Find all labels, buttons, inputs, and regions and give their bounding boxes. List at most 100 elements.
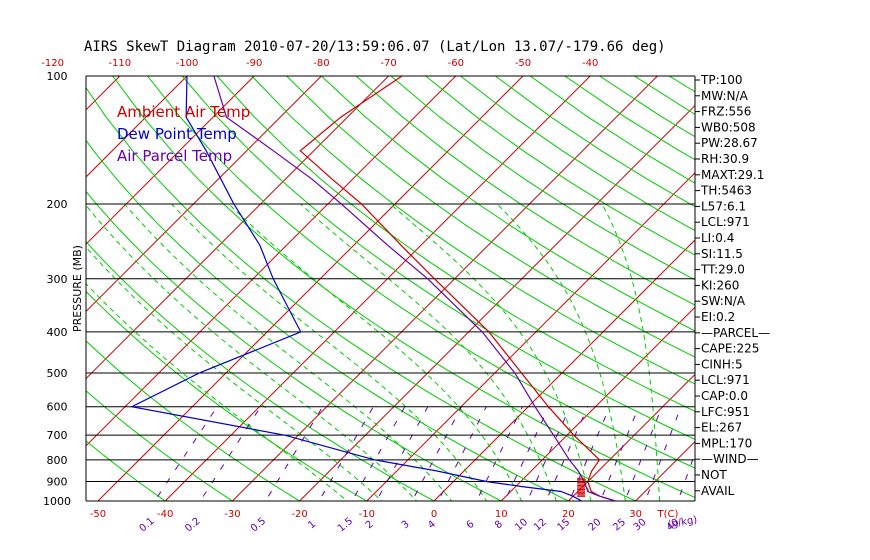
top-temp-tick: -50 [515, 58, 531, 69]
mixing-ratio-line [526, 406, 571, 501]
mixing-ratio-line [375, 406, 429, 501]
index-item: —WIND— [701, 452, 759, 466]
index-item: CAPE:225 [701, 342, 759, 356]
index-item: MW:N/A [701, 89, 749, 103]
isobar-lines [85, 75, 696, 502]
index-item: WB0:508 [701, 120, 756, 134]
moist-adiabat-line [86, 246, 383, 501]
isotherm-line [86, 76, 457, 447]
top-temp-tick: -110 [108, 58, 131, 69]
top-temp-tick: -90 [246, 58, 262, 69]
mixing-ratio-line [644, 406, 682, 501]
dry-adiabat-line [355, 76, 695, 306]
mixing-ratio-line [437, 406, 487, 501]
isotherm-line [366, 172, 695, 501]
wind-profile [577, 477, 586, 497]
pressure-tick-label: 400 [47, 326, 68, 339]
dry-adiabat-line [147, 76, 695, 469]
mixing-ratio-line [476, 406, 523, 501]
dewpoint-temp-line [129, 76, 583, 501]
dry-adiabat-line [86, 440, 167, 501]
mixing-ratio-label: 1.5 [336, 516, 355, 535]
mixing-ratio-label: 25 [611, 517, 628, 534]
mixing-ratio-label: 0.1 [137, 516, 156, 535]
x-axis-label: T(C) [657, 509, 679, 520]
legend-ambient: Ambient Air Temp [117, 103, 250, 121]
dry-adiabat-line [286, 76, 695, 358]
bottom-temp-tick: -50 [90, 509, 106, 520]
index-item: LI:0.4 [701, 231, 734, 245]
top-temp-tick: -80 [313, 58, 329, 69]
mixing-ratio-line [568, 406, 611, 501]
mixing-ratio-line [199, 406, 262, 501]
dry-adiabat-line [86, 340, 301, 501]
profile-lines [129, 76, 616, 501]
bottom-temp-tick: 0 [431, 509, 437, 520]
index-item: MAXT:29.1 [701, 168, 764, 182]
isotherm-line [86, 76, 322, 313]
pressure-tick-label: 100 [47, 70, 68, 83]
mixing-ratio-label: 0.2 [183, 516, 202, 535]
index-item: FRZ:556 [701, 105, 751, 119]
index-item: —PARCEL— [701, 326, 770, 340]
index-item: NOT [701, 468, 727, 482]
mixing-ratio-line [599, 406, 640, 501]
y-axis-label: PRESSURE (MB) [71, 245, 84, 332]
mixing-ratio-line [624, 406, 663, 501]
legend-parcel: Air Parcel Temp [117, 147, 232, 165]
mixing-ratio-line [504, 406, 550, 501]
mixing-ratio-line [411, 406, 462, 501]
bottom-temp-tick: 10 [495, 509, 508, 520]
pressure-tick-label: 200 [47, 198, 68, 211]
moist-adiabat-line [389, 203, 592, 501]
isotherm-line [0, 76, 53, 501]
dry-adiabat-line [181, 76, 695, 440]
bottom-temp-tick: -20 [291, 509, 307, 520]
index-item: EL:267 [701, 421, 742, 435]
isotherm-line [500, 306, 695, 501]
index-item: LCL:971 [701, 215, 750, 229]
mixing-ratio-label: 2 [364, 519, 376, 532]
bottom-temp-tick: -30 [224, 509, 240, 520]
index-item: SI:11.5 [701, 247, 743, 261]
index-item: LFC:951 [701, 405, 750, 419]
moist-adiabat-line [86, 282, 348, 501]
pressure-tick-label: 600 [47, 401, 68, 414]
dry-adiabat-line [216, 76, 695, 412]
index-item: LCL:971 [701, 373, 750, 387]
mixing-ratio-line [154, 406, 218, 501]
pressure-tick-label: 500 [47, 367, 68, 380]
bottom-temp-tick: 30 [629, 509, 642, 520]
mixing-ratio-label: 8 [493, 519, 505, 532]
dry-adiabat-line [86, 240, 436, 501]
isotherm-line [299, 104, 695, 501]
index-item: TP:100 [700, 73, 743, 87]
index-item: CAP:0.0 [701, 389, 748, 403]
dry-adiabat-line [112, 76, 695, 499]
index-item: TT:29.0 [700, 263, 745, 277]
dry-adiabat-line [86, 190, 503, 501]
dry-adiabat-line [495, 76, 695, 208]
mixing-ratio-label: 20 [587, 517, 604, 534]
mixing-ratio-label: 10 [513, 517, 530, 534]
moist-adiabat-line [86, 204, 418, 501]
index-item: RH:30.9 [701, 152, 749, 166]
isotherm-line [837, 76, 870, 501]
top-temp-tick: -60 [448, 58, 464, 69]
chart-title: AIRS SkewT Diagram 2010-07-20/13:59:06.0… [84, 39, 666, 55]
parcel-temp-line [213, 76, 616, 501]
grid-lines [0, 76, 870, 501]
dry-adiabat-line [390, 76, 695, 281]
mixing-ratio-label: 3 [400, 519, 412, 532]
index-item: AVAIL [701, 484, 735, 498]
moist-adiabat-line [496, 203, 626, 501]
pressure-tick-label: 1000 [43, 495, 71, 508]
isotherm-line [86, 76, 255, 245]
mixing-ratio-line [351, 406, 406, 501]
pressure-tick-label: 900 [47, 476, 68, 489]
top-temp-tick: -70 [380, 58, 396, 69]
mixing-ratio-label: 1 [306, 519, 318, 532]
moist-adiabat-line [228, 203, 523, 501]
dry-adiabat-line [321, 76, 695, 332]
